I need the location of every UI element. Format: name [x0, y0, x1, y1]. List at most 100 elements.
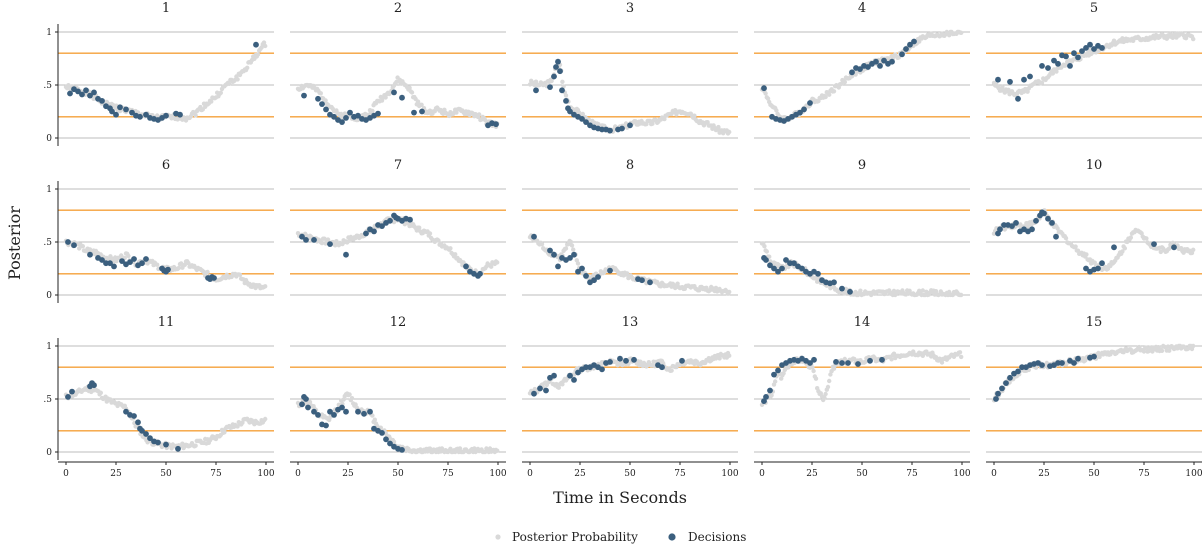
posterior-point: [842, 79, 847, 85]
decision-point: [343, 251, 349, 258]
posterior-point: [563, 93, 569, 98]
posterior-point: [427, 231, 433, 236]
posterior-point: [98, 390, 104, 395]
decision-point: [147, 435, 153, 442]
posterior-point: [1025, 89, 1030, 94]
posterior-point: [1092, 260, 1098, 265]
posterior-point: [1055, 226, 1060, 231]
decision-point: [339, 119, 345, 125]
x-tick-label: 100: [489, 469, 506, 479]
decision-point: [547, 84, 553, 90]
posterior-point: [827, 378, 832, 384]
posterior-point: [763, 91, 768, 96]
decision-point: [779, 265, 785, 272]
posterior-point: [255, 52, 261, 57]
decision-point: [1021, 76, 1027, 83]
decision-point: [771, 371, 777, 378]
posterior-point: [263, 284, 268, 289]
decision-point: [387, 217, 393, 224]
x-tick-label: 100: [257, 469, 274, 479]
decision-point: [355, 112, 361, 119]
posterior-point: [417, 225, 422, 230]
posterior-point: [727, 289, 732, 295]
decision-point: [99, 98, 105, 104]
decision-point: [367, 408, 373, 415]
panel-6: 60.51: [43, 158, 274, 303]
decision-point: [109, 108, 115, 115]
panel-title: 4: [858, 1, 866, 16]
panel-13: 13 0 25 50 75 100: [522, 315, 739, 479]
decision-point: [493, 121, 499, 128]
decision-point: [1001, 222, 1007, 228]
panel-10: 10: [986, 158, 1202, 296]
posterior-point: [705, 120, 710, 125]
decision-point: [555, 263, 561, 270]
decision-point: [103, 260, 109, 267]
posterior-point: [843, 286, 849, 292]
decision-point: [775, 367, 781, 374]
decision-point: [879, 356, 885, 363]
decision-point: [323, 106, 329, 113]
posterior-point: [1073, 244, 1078, 249]
decision-point: [143, 256, 149, 262]
decision-point: [1039, 362, 1045, 368]
decision-point: [1099, 260, 1105, 267]
decision-point: [567, 108, 573, 115]
decision-point: [903, 46, 909, 52]
decision-point: [571, 377, 577, 383]
legend-decisions-label: Decisions: [688, 530, 746, 544]
decision-point: [575, 268, 581, 275]
posterior-point: [662, 116, 667, 122]
decision-point: [607, 127, 613, 134]
decision-point: [129, 109, 135, 116]
decision-point: [87, 251, 93, 258]
posterior-point: [453, 252, 458, 257]
posterior-point: [1139, 231, 1144, 236]
decision-point: [833, 359, 839, 365]
posterior-point: [1144, 236, 1149, 241]
decision-point: [839, 285, 845, 292]
posterior-point: [1039, 80, 1045, 85]
decision-point: [771, 265, 777, 272]
decision-point: [847, 288, 853, 295]
decision-point: [75, 88, 81, 95]
decision-point: [319, 101, 325, 107]
x-tick-label: 25: [574, 469, 586, 479]
posterior-point: [1158, 249, 1164, 255]
x-tick-label: 25: [342, 469, 354, 479]
posterior-point: [810, 365, 815, 370]
posterior-point: [1025, 224, 1030, 229]
decision-point: [355, 408, 361, 415]
legend-posterior-label: Posterior Probability: [512, 530, 638, 544]
decision-point: [155, 439, 161, 446]
posterior-point: [259, 45, 264, 50]
posterior-point: [1191, 343, 1196, 349]
panel-8: 8: [522, 158, 738, 296]
posterior-point: [1063, 62, 1069, 68]
panel-title: 7: [394, 158, 402, 173]
decision-point: [899, 51, 905, 58]
y-tick-label: .5: [43, 395, 52, 405]
posterior-point: [1159, 348, 1165, 353]
decision-point: [65, 394, 71, 400]
decision-point: [87, 92, 93, 99]
x-tick-label: 100: [721, 469, 738, 479]
posterior-point: [347, 392, 352, 397]
decision-point: [65, 239, 71, 245]
posterior-point: [370, 413, 375, 418]
posterior-point: [863, 359, 868, 365]
panel-title: 9: [858, 158, 866, 173]
decision-point: [1029, 226, 1035, 233]
decision-point: [775, 268, 781, 275]
decision-point: [323, 422, 329, 429]
panel-title: 12: [390, 315, 407, 330]
panel-5: 5: [986, 1, 1202, 139]
decision-point: [567, 255, 573, 261]
posterior-point: [813, 376, 819, 381]
decision-point: [137, 113, 143, 120]
decision-point: [303, 237, 309, 243]
decision-point: [139, 260, 145, 267]
decision-point: [327, 408, 333, 415]
decision-point: [1083, 45, 1089, 51]
panel-7: 7: [290, 158, 506, 296]
